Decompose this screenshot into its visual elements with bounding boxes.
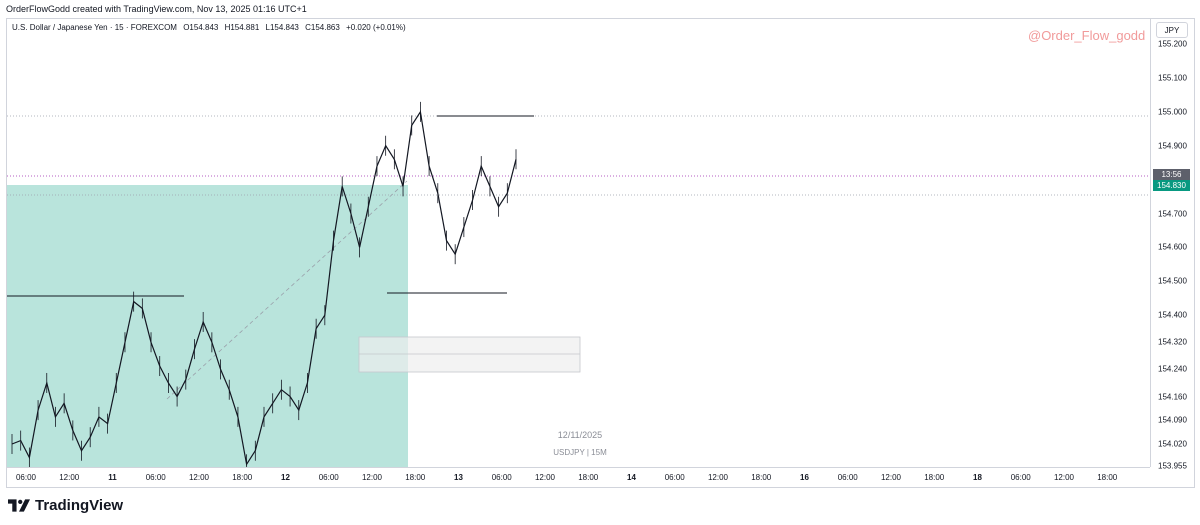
time-label: 12:00 (361, 473, 383, 482)
price-label: 155.000 (1158, 107, 1187, 117)
symbol-info-bar[interactable]: U.S. Dollar / Japanese Yen · 15 · FOREXC… (12, 23, 410, 32)
time-label: 06:00 (664, 473, 685, 482)
symbol-name[interactable]: U.S. Dollar / Japanese Yen · 15 · FOREXC… (12, 23, 177, 32)
time-label: 14 (627, 473, 636, 482)
time-label: 16 (800, 473, 809, 482)
time-label: 13 (454, 473, 463, 482)
time-label: 11 (108, 473, 117, 482)
ohlc-close: C154.863 (305, 23, 340, 32)
price-label: 154.600 (1158, 242, 1187, 252)
time-label: 18:00 (924, 473, 945, 482)
time-label: 18:00 (1097, 473, 1118, 482)
time-label: 18:00 (405, 473, 426, 482)
price-label: 155.100 (1158, 73, 1187, 83)
time-label: 18:00 (232, 473, 253, 482)
time-label: 18:00 (578, 473, 599, 482)
price-label: 155.200 (1158, 39, 1187, 49)
price-label: 154.320 (1158, 337, 1187, 347)
candle-countdown-badge: 13:56 (1153, 169, 1190, 180)
price-series (11, 101, 517, 467)
chart-date-overlay: 12/11/2025 (557, 430, 603, 440)
fair-value-gap-box[interactable] (358, 336, 581, 373)
price-scale[interactable] (1150, 19, 1195, 467)
chart-symbol-overlay: USDJPY | 15M (553, 448, 607, 457)
time-label: 06:00 (15, 473, 37, 482)
price-label: 154.020 (1158, 439, 1187, 449)
price-label: 154.090 (1158, 415, 1187, 425)
price-label: 153.955 (1158, 461, 1187, 471)
time-label: 12:00 (1053, 473, 1075, 482)
price-label: 154.500 (1158, 276, 1187, 286)
trend-line[interactable] (166, 180, 408, 400)
time-label: 06:00 (837, 473, 858, 482)
time-label: 06:00 (145, 473, 166, 482)
time-label: 12:00 (880, 473, 902, 482)
price-chart-plot[interactable] (7, 19, 1150, 467)
last-price-badge: 154.830 (1153, 180, 1190, 191)
currency-label[interactable]: JPY (1156, 22, 1188, 38)
ohlc-high: H154.881 (224, 23, 260, 32)
tradingview-logo[interactable]: TradingView (8, 497, 123, 514)
price-label: 154.160 (1158, 392, 1187, 402)
chart-credit-text: OrderFlowGodd created with TradingView.c… (6, 4, 307, 14)
ohlc-low: L154.843 (265, 23, 299, 32)
tradingview-logo-icon (8, 499, 30, 512)
author-watermark: @Order_Flow_godd (1028, 28, 1146, 43)
time-label: 06:00 (318, 473, 339, 482)
demand-zone[interactable] (7, 185, 408, 467)
price-label: 154.240 (1158, 364, 1187, 374)
time-label: 06:00 (491, 473, 512, 482)
price-change: +0.020 (+0.01%) (346, 23, 406, 32)
time-label: 12:00 (707, 473, 729, 482)
time-label: 18:00 (751, 473, 772, 482)
time-label: 12:00 (59, 473, 80, 482)
time-label: 12:00 (188, 473, 210, 482)
time-scale[interactable] (7, 467, 1150, 488)
tradingview-wordmark: TradingView (35, 497, 124, 514)
price-path (11, 110, 517, 466)
time-label: 18 (973, 473, 982, 482)
time-label: 06:00 (1010, 473, 1031, 482)
price-label: 154.400 (1158, 310, 1187, 320)
price-label: 154.900 (1158, 141, 1187, 151)
time-label: 12 (281, 473, 290, 482)
time-label: 12:00 (534, 473, 556, 482)
price-label: 154.700 (1158, 209, 1187, 219)
ohlc-open: O154.843 (183, 23, 219, 32)
